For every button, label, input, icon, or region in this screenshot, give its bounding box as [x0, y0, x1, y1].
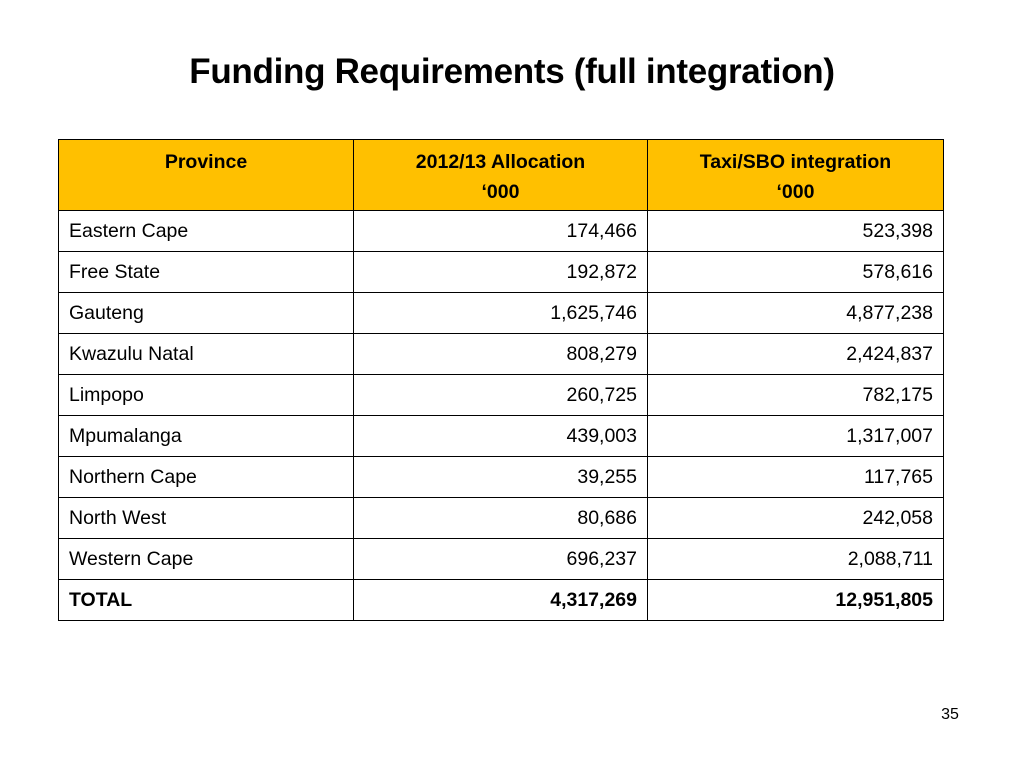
total-integration: 12,951,805 — [647, 579, 944, 621]
cell-allocation: 80,686 — [353, 497, 648, 539]
cell-allocation: 439,003 — [353, 415, 648, 457]
table-row: Eastern Cape 174,466 523,398 — [58, 210, 944, 252]
cell-integration: 578,616 — [647, 251, 944, 293]
cell-integration: 242,058 — [647, 497, 944, 539]
header-allocation: 2012/13 Allocation ‘000 — [353, 139, 648, 211]
cell-province: North West — [58, 497, 354, 539]
total-allocation: 4,317,269 — [353, 579, 648, 621]
table-row: Mpumalanga 439,003 1,317,007 — [58, 415, 944, 457]
cell-province: Kwazulu Natal — [58, 333, 354, 375]
header-allocation-unit: ‘000 — [481, 181, 520, 203]
cell-province: Mpumalanga — [58, 415, 354, 457]
slide-title: Funding Requirements (full integration) — [189, 52, 835, 91]
cell-allocation: 808,279 — [353, 333, 648, 375]
header-integration: Taxi/SBO integration ‘000 — [647, 139, 944, 211]
cell-integration: 4,877,238 — [647, 292, 944, 334]
header-province-label: Province — [164, 151, 248, 173]
header-integration-unit: ‘000 — [776, 181, 815, 203]
cell-province: Gauteng — [58, 292, 354, 334]
table-row: Northern Cape 39,255 117,765 — [58, 456, 944, 498]
header-integration-label: Taxi/SBO integration — [699, 151, 892, 173]
cell-integration: 2,088,711 — [647, 538, 944, 580]
cell-integration: 782,175 — [647, 374, 944, 416]
cell-allocation: 174,466 — [353, 210, 648, 252]
cell-allocation: 192,872 — [353, 251, 648, 293]
total-label: TOTAL — [58, 579, 354, 621]
cell-province: Limpopo — [58, 374, 354, 416]
cell-integration: 2,424,837 — [647, 333, 944, 375]
cell-province: Northern Cape — [58, 456, 354, 498]
cell-allocation: 1,625,746 — [353, 292, 648, 334]
cell-province: Free State — [58, 251, 354, 293]
cell-integration: 1,317,007 — [647, 415, 944, 457]
cell-province: Eastern Cape — [58, 210, 354, 252]
cell-integration: 117,765 — [647, 456, 944, 498]
table-row: Free State 192,872 578,616 — [58, 251, 944, 293]
table-row: Western Cape 696,237 2,088,711 — [58, 538, 944, 580]
cell-integration: 523,398 — [647, 210, 944, 252]
page-number: 35 — [941, 706, 959, 723]
table-row: North West 80,686 242,058 — [58, 497, 944, 539]
cell-allocation: 696,237 — [353, 538, 648, 580]
table-row: Gauteng 1,625,746 4,877,238 — [58, 292, 944, 334]
table-header-row: Province 2012/13 Allocation ‘000 Taxi/SB… — [58, 139, 944, 211]
cell-allocation: 260,725 — [353, 374, 648, 416]
funding-table: Province 2012/13 Allocation ‘000 Taxi/SB… — [58, 139, 944, 621]
table-row: Kwazulu Natal 808,279 2,424,837 — [58, 333, 944, 375]
cell-allocation: 39,255 — [353, 456, 648, 498]
header-allocation-label: 2012/13 Allocation — [415, 151, 586, 173]
total-row: TOTAL 4,317,269 12,951,805 — [58, 579, 944, 621]
header-province: Province — [58, 139, 354, 211]
cell-province: Western Cape — [58, 538, 354, 580]
table-row: Limpopo 260,725 782,175 — [58, 374, 944, 416]
